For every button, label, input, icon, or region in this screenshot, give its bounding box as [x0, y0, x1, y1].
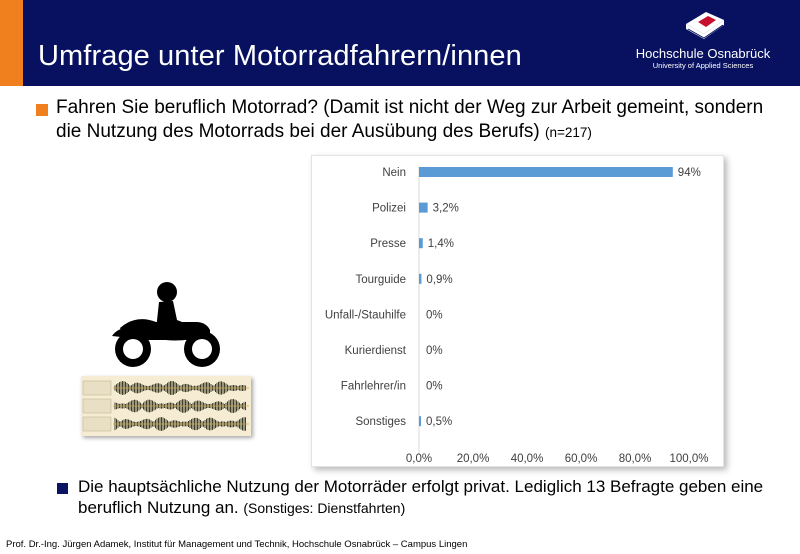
x-tick-label: 80,0%: [619, 453, 652, 465]
x-tick-label: 0,0%: [406, 453, 432, 465]
data-label: 0,5%: [426, 416, 452, 428]
header-bar: [0, 0, 800, 86]
bar-3: [419, 273, 422, 284]
bar-chart: Nein 94% Polizei 3,2% Presse 1,4% Tourguide 0,9…: [311, 155, 724, 467]
x-tick-label: 40,0%: [511, 453, 544, 465]
x-tick-label: 60,0%: [565, 453, 598, 465]
category-label: Unfall-/Stauhilfe: [325, 309, 406, 321]
conclusion-note: (Sonstiges: Dienstfahrten): [243, 500, 406, 516]
logo-icon: [686, 12, 724, 39]
data-label: 0%: [426, 381, 443, 393]
x-tick-label: 20,0%: [457, 453, 490, 465]
logo-name: Hochschule Osnabrück: [635, 46, 771, 61]
slide-title: Umfrage unter Motorradfahrern/innen: [38, 40, 522, 72]
question-body: Fahren Sie beruflich Motorrad? (Damit is…: [56, 97, 764, 142]
audio-waveform-image: [81, 376, 251, 436]
question-text: Fahren Sie beruflich Motorrad? (Damit is…: [56, 96, 786, 145]
accent-strip: [0, 0, 23, 86]
category-label: Polizei: [372, 203, 406, 215]
conclusion-text: Die hauptsächliche Nutzung der Motorräde…: [78, 476, 790, 519]
data-label: 0,9%: [426, 274, 452, 286]
bullet-marker-2: [57, 483, 68, 494]
data-label: 94%: [678, 167, 701, 179]
bullet-marker: [36, 104, 48, 116]
data-label: 3,2%: [433, 203, 459, 215]
data-label: 1,4%: [428, 238, 454, 250]
logo-subtitle: University of Applied Sciences: [652, 61, 754, 70]
category-label: Presse: [370, 238, 406, 250]
bar-2: [419, 238, 423, 249]
footer-credit: Prof. Dr.-Ing. Jürgen Adamek, Institut f…: [6, 539, 468, 550]
conclusion-body: Die hauptsächliche Nutzung der Motorräde…: [78, 477, 764, 517]
data-label: 0%: [426, 309, 443, 321]
university-logo: Hochschule Osnabrück University of Appli…: [614, 8, 792, 70]
x-tick-label: 100,0%: [669, 453, 708, 465]
category-label: Nein: [382, 167, 406, 179]
waveform-icon: [82, 380, 249, 432]
category-label: Fahrlehrer/in: [341, 381, 406, 393]
data-label: 0%: [426, 345, 443, 357]
category-label: Tourguide: [355, 274, 406, 286]
category-label: Sonstiges: [355, 416, 406, 428]
sample-size: (n=217): [545, 125, 592, 140]
bar-7: [419, 416, 421, 427]
bar-1: [419, 202, 428, 213]
category-label: Kurierdienst: [345, 345, 407, 357]
chart-canvas: Nein 94% Polizei 3,2% Presse 1,4% Tourguide 0,9…: [325, 166, 709, 465]
motorcycle-icon: [112, 282, 220, 367]
bar-0: [419, 167, 673, 177]
